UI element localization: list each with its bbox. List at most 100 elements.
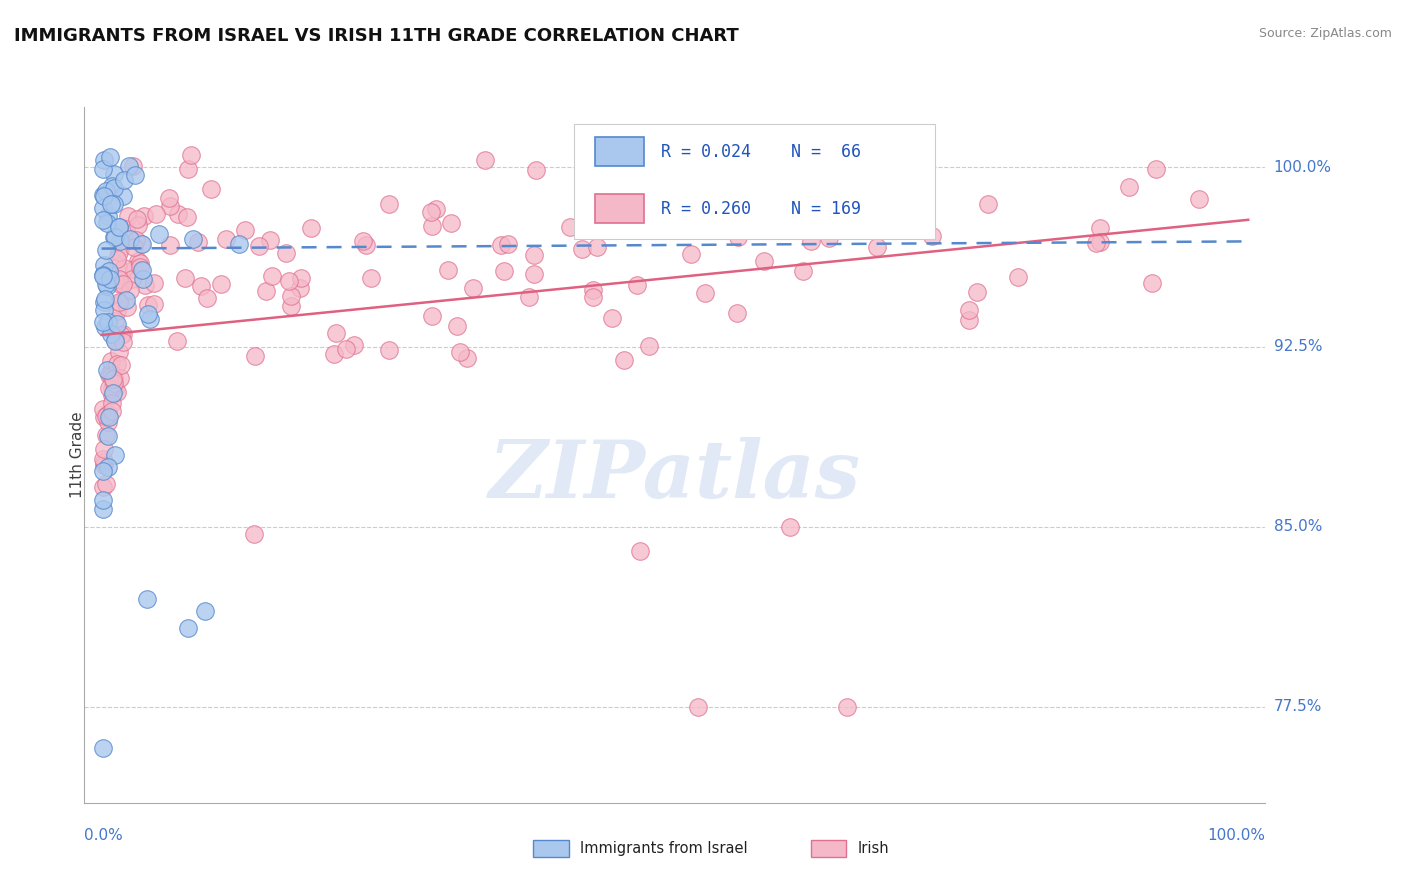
Point [110,240,132,254]
Point [101,372,124,386]
Point [259,233,281,247]
Point [134,278,156,293]
FancyBboxPatch shape [811,839,846,857]
Point [98,410,121,425]
Point [91,493,114,508]
Point [727,229,749,244]
Point [492,263,515,277]
Text: 77.5%: 77.5% [1274,699,1322,714]
Point [352,234,374,248]
Point [93,269,115,284]
Point [143,297,166,311]
Point [1142,276,1164,290]
Point [93,409,115,424]
Point [638,339,661,353]
Point [449,344,471,359]
Point [107,219,129,234]
Point [496,236,519,251]
Text: ZIPatlas: ZIPatlas [489,437,860,515]
Point [280,289,302,303]
Point [120,283,142,297]
Point [301,221,323,235]
Point [93,189,115,203]
Point [108,272,131,286]
Point [725,306,748,320]
Point [1118,180,1140,194]
Point [335,343,357,357]
Point [139,312,162,326]
Point [104,382,127,396]
Point [176,210,198,224]
Point [94,477,117,491]
Point [436,263,458,277]
Point [100,369,122,384]
Point [101,396,124,410]
Point [325,326,347,340]
Text: R = 0.024    N =  66: R = 0.024 N = 66 [661,143,860,161]
Point [108,294,131,309]
Point [440,215,463,229]
Point [91,162,114,177]
Point [136,307,159,321]
Point [187,235,209,249]
FancyBboxPatch shape [575,124,935,239]
Point [129,260,152,274]
Point [103,230,125,244]
Point [105,357,128,371]
Point [420,219,443,233]
Point [103,376,125,391]
Point [132,209,155,223]
Point [101,404,124,418]
Point [131,237,153,252]
Point [103,371,125,385]
Point [260,269,283,284]
Point [96,216,118,230]
Point [125,233,148,247]
Point [190,279,212,293]
Point [127,254,149,268]
Point [96,184,118,198]
Point [681,246,703,260]
Point [97,314,120,328]
Point [124,169,146,183]
Point [957,313,980,327]
Point [94,319,117,334]
Point [104,314,127,328]
Point [280,299,302,313]
Point [167,207,190,221]
FancyBboxPatch shape [533,839,568,857]
Point [108,371,131,385]
Point [420,205,443,219]
Point [108,245,131,260]
Text: IMMIGRANTS FROM ISRAEL VS IRISH 11TH GRADE CORRELATION CHART: IMMIGRANTS FROM ISRAEL VS IRISH 11TH GRA… [14,27,738,45]
Point [522,248,544,262]
Point [110,358,132,372]
Point [228,236,250,251]
Point [110,328,132,343]
Point [105,385,128,400]
Text: 0.0%: 0.0% [84,828,124,843]
Point [800,235,823,249]
Point [93,258,115,272]
Y-axis label: 11th Grade: 11th Grade [70,411,84,499]
Point [524,163,547,178]
Point [94,409,117,424]
FancyBboxPatch shape [595,137,644,166]
Point [111,189,134,203]
Point [120,232,142,246]
Point [93,269,115,284]
Point [243,526,266,541]
Text: 92.5%: 92.5% [1274,340,1322,354]
Point [377,343,399,358]
Point [93,455,115,469]
Point [456,351,478,366]
Text: 85.0%: 85.0% [1274,519,1322,534]
Point [378,197,401,211]
Point [98,368,121,382]
Point [100,354,122,368]
Point [278,274,301,288]
Point [779,520,801,534]
Point [108,235,131,249]
Point [107,260,129,274]
Point [474,153,496,167]
